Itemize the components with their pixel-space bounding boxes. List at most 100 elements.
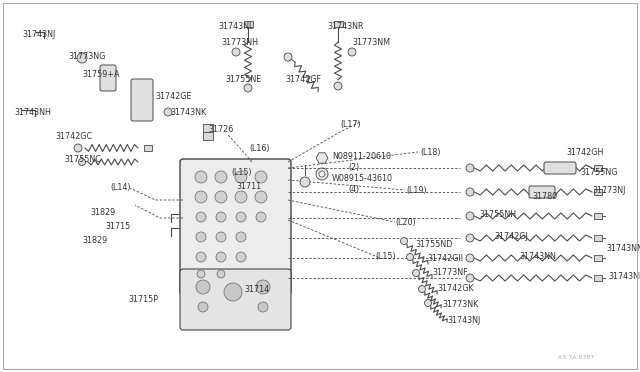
Circle shape: [197, 270, 205, 278]
Text: 31714: 31714: [244, 285, 269, 294]
Ellipse shape: [133, 109, 151, 115]
Circle shape: [236, 252, 246, 262]
Text: (4): (4): [348, 185, 359, 194]
Text: 31773NH: 31773NH: [221, 38, 258, 47]
Circle shape: [79, 158, 86, 166]
Polygon shape: [594, 189, 602, 195]
Circle shape: [198, 302, 208, 312]
Circle shape: [244, 84, 252, 92]
Text: 31755NE: 31755NE: [225, 75, 261, 84]
Text: 31755NH: 31755NH: [479, 210, 516, 219]
Polygon shape: [316, 153, 328, 163]
Circle shape: [419, 285, 426, 292]
Circle shape: [215, 191, 227, 203]
Circle shape: [401, 237, 408, 244]
Circle shape: [216, 232, 226, 242]
Text: 31743NR: 31743NR: [327, 22, 364, 31]
Text: 31759+A: 31759+A: [82, 70, 120, 79]
Circle shape: [256, 280, 270, 294]
Text: 31743NM: 31743NM: [606, 244, 640, 253]
Text: (L14): (L14): [110, 183, 131, 192]
Circle shape: [255, 191, 267, 203]
Text: 31743NL: 31743NL: [218, 22, 253, 31]
Circle shape: [466, 212, 474, 220]
Text: 31715P: 31715P: [128, 295, 158, 304]
Text: 31742GE: 31742GE: [155, 92, 191, 101]
Text: 31780: 31780: [532, 192, 557, 201]
Text: W08915-43610: W08915-43610: [332, 174, 393, 183]
Circle shape: [164, 108, 172, 116]
Text: 31829: 31829: [90, 208, 115, 217]
Circle shape: [235, 171, 247, 183]
Circle shape: [466, 274, 474, 282]
Text: N08911-20610: N08911-20610: [332, 152, 391, 161]
Text: 31773NJ: 31773NJ: [592, 186, 625, 195]
FancyBboxPatch shape: [131, 79, 153, 121]
Circle shape: [215, 171, 227, 183]
Text: 31743NJ: 31743NJ: [22, 30, 55, 39]
Circle shape: [284, 53, 292, 61]
Circle shape: [77, 53, 87, 63]
Text: 31829: 31829: [82, 236, 108, 245]
Circle shape: [334, 82, 342, 90]
Polygon shape: [333, 21, 342, 27]
Text: 31742GK: 31742GK: [437, 284, 474, 293]
Text: 31755ND: 31755ND: [415, 240, 452, 249]
Text: 31742GJ: 31742GJ: [494, 232, 528, 241]
Polygon shape: [594, 275, 602, 281]
Text: 31715: 31715: [105, 222, 131, 231]
Circle shape: [232, 48, 240, 56]
Text: 31742GC: 31742GC: [55, 132, 92, 141]
Circle shape: [195, 191, 207, 203]
Circle shape: [196, 252, 206, 262]
Ellipse shape: [133, 86, 151, 90]
Bar: [203, 132, 213, 140]
FancyBboxPatch shape: [100, 65, 116, 91]
Circle shape: [236, 212, 246, 222]
Text: 31743NJ: 31743NJ: [447, 316, 480, 325]
Text: 31711: 31711: [236, 182, 261, 191]
Polygon shape: [243, 21, 253, 27]
Text: (L16): (L16): [249, 144, 269, 153]
FancyBboxPatch shape: [180, 159, 291, 295]
Circle shape: [466, 164, 474, 172]
Text: (L20): (L20): [395, 218, 415, 227]
Text: 31742GII: 31742GII: [427, 254, 463, 263]
Polygon shape: [594, 165, 602, 171]
FancyBboxPatch shape: [529, 186, 555, 198]
Text: 31726: 31726: [208, 125, 233, 134]
Text: 31773NF: 31773NF: [432, 268, 468, 277]
Circle shape: [216, 252, 226, 262]
Circle shape: [319, 171, 325, 177]
FancyBboxPatch shape: [544, 162, 576, 174]
Circle shape: [235, 191, 247, 203]
Text: (L18): (L18): [420, 148, 440, 157]
Text: (L15): (L15): [231, 168, 252, 177]
Text: 31743NH: 31743NH: [14, 108, 51, 117]
Circle shape: [196, 232, 206, 242]
Circle shape: [300, 177, 310, 187]
Circle shape: [316, 168, 328, 180]
Text: 31773NK: 31773NK: [442, 300, 478, 309]
Circle shape: [217, 270, 225, 278]
Polygon shape: [594, 255, 602, 261]
Circle shape: [256, 212, 266, 222]
Circle shape: [466, 188, 474, 196]
Circle shape: [216, 212, 226, 222]
Text: 31773NG: 31773NG: [68, 52, 106, 61]
Text: 31742GH: 31742GH: [566, 148, 604, 157]
Circle shape: [224, 283, 242, 301]
FancyBboxPatch shape: [180, 269, 291, 330]
Circle shape: [196, 280, 210, 294]
Polygon shape: [594, 235, 602, 241]
Circle shape: [413, 269, 419, 276]
Circle shape: [258, 302, 268, 312]
Text: 31743NP: 31743NP: [608, 272, 640, 281]
Circle shape: [74, 144, 82, 152]
Text: A3 7A 0387: A3 7A 0387: [558, 355, 595, 360]
Text: (L15): (L15): [375, 252, 396, 261]
Circle shape: [236, 232, 246, 242]
Text: 31743NN: 31743NN: [519, 252, 556, 261]
Text: (L19): (L19): [406, 186, 427, 195]
Text: 31743NK: 31743NK: [170, 108, 206, 117]
